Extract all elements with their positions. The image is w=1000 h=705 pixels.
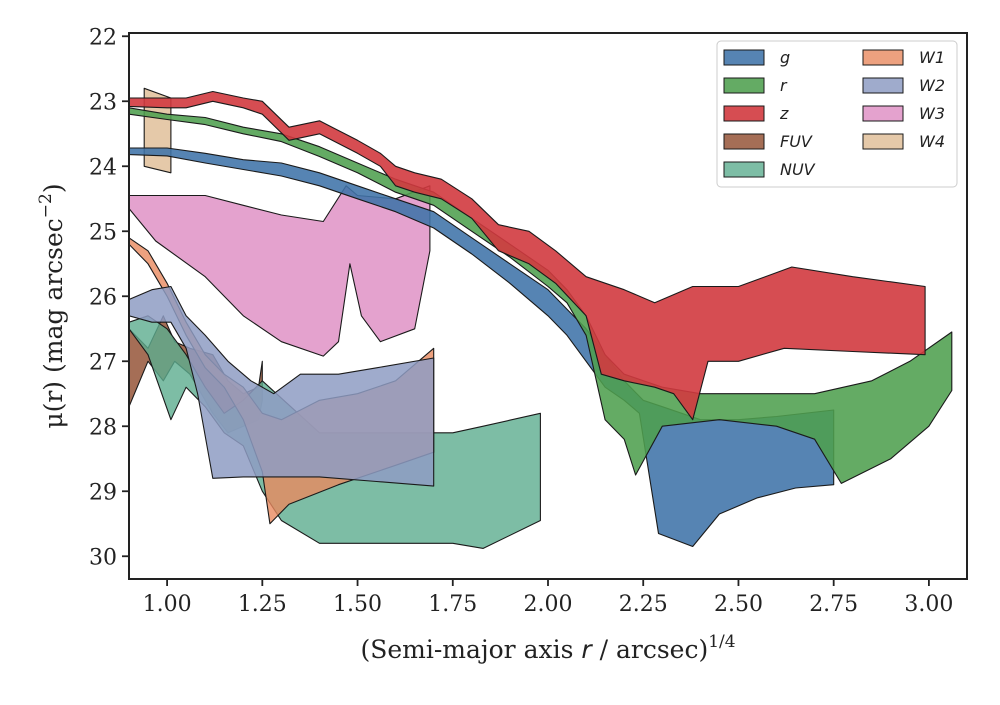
y-axis-title: μ(r) (mag arcsec−2) bbox=[36, 183, 68, 428]
legend: grz FUV NUV W1 W2 W3 W4 bbox=[716, 40, 958, 188]
x-axis-title-variable: r bbox=[581, 635, 593, 664]
x-axis-title-part: (Semi-major axis bbox=[360, 635, 581, 664]
band-w2 bbox=[129, 285, 435, 487]
y-tick-label: 23 bbox=[89, 90, 117, 115]
x-tick-label: 2.50 bbox=[714, 592, 763, 617]
band-g bbox=[129, 147, 835, 548]
legend-swatch-w2 bbox=[862, 77, 904, 94]
y-axis-title-suffix: ) bbox=[39, 183, 68, 193]
y-axis-ticks: 22 23 24 25 26 27 28 29 30 bbox=[89, 25, 129, 570]
y-tick-label: 28 bbox=[89, 415, 117, 440]
legend-label-fuv: FUV bbox=[780, 132, 813, 151]
legend-swatch-g bbox=[723, 49, 765, 66]
y-tick-label: 30 bbox=[89, 545, 117, 570]
x-axis-superscript: 1/4 bbox=[708, 632, 735, 652]
legend-swatch-fuv bbox=[723, 133, 765, 150]
band-w3 bbox=[129, 185, 431, 357]
legend-label-w2: W2 bbox=[919, 76, 945, 95]
legend-label-w1: W1 bbox=[919, 48, 945, 67]
y-tick-label: 22 bbox=[89, 25, 117, 50]
y-axis-superscript: −2 bbox=[36, 193, 56, 218]
legend-swatch-w4 bbox=[862, 133, 904, 150]
x-tick-label: 1.25 bbox=[238, 592, 287, 617]
y-tick-label: 27 bbox=[89, 350, 117, 375]
x-axis-title-part: / arcsec) bbox=[592, 635, 709, 664]
legend-label-g: g bbox=[780, 48, 790, 67]
y-tick-label: 29 bbox=[89, 480, 117, 505]
legend-swatch-nuv bbox=[723, 161, 765, 178]
x-axis-title-main: (Semi-major axis r / arcsec) bbox=[360, 635, 708, 664]
x-tick-label: 1.75 bbox=[428, 592, 477, 617]
x-tick-label: 1.00 bbox=[143, 592, 192, 617]
x-axis-title: (Semi-major axis r / arcsec)1/4 bbox=[360, 632, 735, 664]
y-tick-label: 25 bbox=[89, 220, 117, 245]
data-bands bbox=[129, 87, 953, 549]
legend-label-w3: W3 bbox=[919, 104, 945, 123]
band-z bbox=[129, 90, 926, 421]
x-tick-label: 2.75 bbox=[809, 592, 858, 617]
legend-label-w4: W4 bbox=[919, 132, 945, 151]
y-axis-title-main: μ(r) (mag arcsec bbox=[39, 218, 68, 428]
legend-label-nuv: NUV bbox=[780, 160, 816, 179]
x-axis-ticks: 1.00 1.25 1.50 1.75 2.00 2.25 2.50 2.75 3.00 bbox=[143, 579, 953, 617]
x-tick-label: 2.25 bbox=[619, 592, 668, 617]
legend-swatch-w1 bbox=[862, 49, 904, 66]
legend-swatch-w3 bbox=[862, 105, 904, 122]
legend-label-r: r bbox=[780, 76, 788, 95]
legend-swatch-z bbox=[723, 105, 765, 122]
x-tick-label: 1.50 bbox=[333, 592, 382, 617]
x-tick-label: 2.00 bbox=[524, 592, 573, 617]
y-tick-label: 26 bbox=[89, 285, 117, 310]
x-tick-label: 3.00 bbox=[904, 592, 953, 617]
legend-label-z: z bbox=[779, 104, 789, 123]
y-tick-label: 24 bbox=[89, 155, 117, 180]
legend-swatch-r bbox=[723, 77, 765, 94]
